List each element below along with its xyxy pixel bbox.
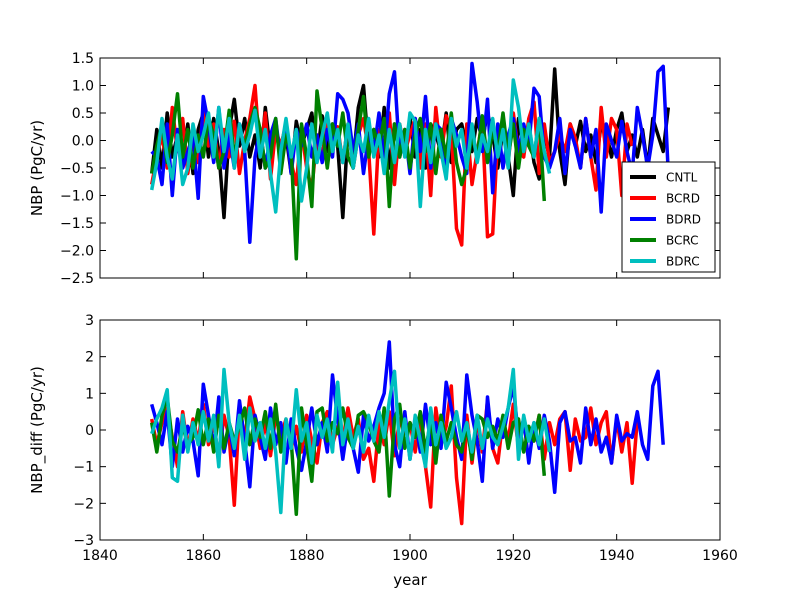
series-line-bdrc — [149, 78, 552, 214]
x-tick-label: 1960 — [702, 548, 738, 564]
y-tick-label: −1.5 — [60, 216, 94, 232]
y-tick-label: −1 — [73, 460, 94, 476]
y-tick-label: 1.5 — [72, 51, 94, 67]
x-axis-label: year — [393, 571, 427, 589]
x-tick-label: 1940 — [599, 548, 635, 564]
x-tick-label: 1880 — [289, 548, 325, 564]
series-group — [149, 61, 671, 261]
panel-1: 1.5 1.0 0.5 0.0 −0.5 −1.0 −1.5 −2.0 −2.5 NBP (PgC… — [28, 51, 721, 287]
y-tick-label: 2 — [85, 350, 94, 366]
y-tick-label: −1.0 — [60, 189, 94, 205]
y-tick-label: 0.5 — [72, 106, 94, 122]
y-axis-label: NBP (PgC/yr) — [28, 120, 46, 216]
x-tick-label: 1900 — [392, 548, 428, 564]
y-axis-label: NBP_diff (PgC/yr) — [28, 366, 47, 494]
x-tick-label: 1860 — [186, 548, 222, 564]
legend-label: BDRD — [666, 213, 701, 227]
y-tick-label: 1.0 — [72, 79, 94, 95]
y-tick-label: −0.5 — [60, 161, 94, 177]
legend-label: BDRC — [666, 255, 700, 269]
y-tick-label: −2.0 — [60, 244, 94, 260]
x-tick-label: 1840 — [82, 548, 118, 564]
y-tick-label: 3 — [85, 313, 94, 329]
legend-label: CNTL — [666, 171, 698, 185]
series-line-bcrc — [149, 89, 547, 261]
series-group — [149, 340, 665, 526]
y-tick-label: −2 — [73, 496, 94, 512]
y-tick-label: −3 — [73, 533, 94, 549]
y-tick-label: 1 — [85, 386, 94, 402]
x-tick-label: 1920 — [496, 548, 532, 564]
series-line-series-4 — [150, 367, 552, 515]
series-line-series-1 — [149, 384, 640, 526]
legend-label: BCRC — [666, 234, 699, 248]
legend: CNTL BCRD BDRD BCRC BDRC — [621, 161, 716, 273]
y-tick-label: 0.0 — [72, 134, 94, 150]
y-tick-label: −2.5 — [60, 271, 94, 287]
y-tick-label: 0 — [85, 423, 94, 439]
legend-label: BCRD — [666, 192, 700, 206]
